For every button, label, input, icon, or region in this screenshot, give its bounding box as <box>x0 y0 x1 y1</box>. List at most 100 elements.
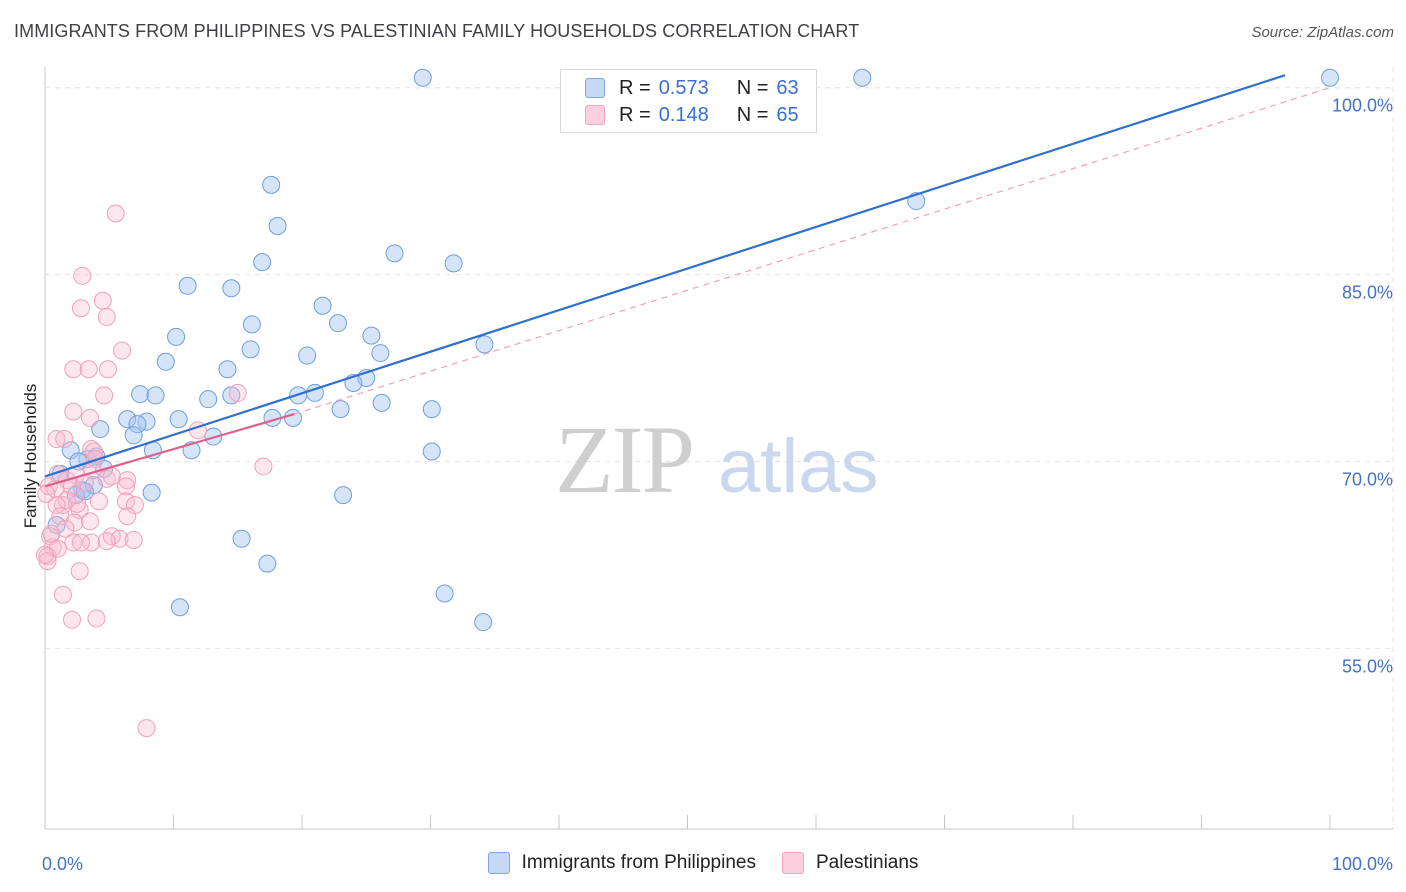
data-point-philippines <box>413 68 432 87</box>
data-point-philippines <box>170 598 189 617</box>
data-point-philippines <box>385 244 404 263</box>
data-point-philippines <box>167 327 186 346</box>
data-point-philippines <box>131 385 150 404</box>
data-point-palestinians <box>79 360 98 379</box>
data-point-palestinians <box>106 204 125 223</box>
legend-label: Immigrants from Philippines <box>521 852 756 873</box>
data-point-palestinians <box>254 457 273 476</box>
series-palestinians-points <box>36 204 273 738</box>
legend-row-palestinians: R = 0.148 N = 65 <box>585 103 799 127</box>
axes <box>44 67 1393 830</box>
data-point-philippines <box>422 442 441 461</box>
x-tick-label: 0.0% <box>42 854 83 874</box>
data-point-palestinians <box>118 507 137 526</box>
data-point-philippines <box>475 335 494 354</box>
data-point-palestinians <box>47 496 66 515</box>
data-point-palestinians <box>64 402 83 421</box>
data-point-philippines <box>328 314 347 333</box>
data-point-palestinians <box>97 307 116 326</box>
data-point-philippines <box>444 254 463 273</box>
data-point-philippines <box>362 326 381 345</box>
data-point-philippines <box>242 315 261 334</box>
data-point-philippines <box>284 408 303 427</box>
data-point-palestinians <box>68 494 87 513</box>
data-point-philippines <box>146 386 165 405</box>
data-point-philippines <box>218 360 237 379</box>
legend-r-label: R = <box>619 76 651 99</box>
data-point-philippines <box>258 554 277 573</box>
data-point-philippines <box>241 340 260 359</box>
data-point-philippines <box>91 420 110 439</box>
series-philippines-points <box>47 68 1339 632</box>
data-point-philippines <box>142 483 161 502</box>
legend-row-philippines: R = 0.573 N = 63 <box>585 76 799 100</box>
x-tick-labels: 0.0% 100.0% <box>42 854 1393 874</box>
data-point-palestinians <box>97 532 116 551</box>
data-point-palestinians <box>228 383 247 402</box>
legend-n-value: 63 <box>776 76 799 99</box>
data-point-palestinians <box>116 492 135 511</box>
data-point-philippines <box>47 516 66 534</box>
y-tick-label: 55.0% <box>1342 656 1393 676</box>
legend-swatch-blue <box>487 852 510 874</box>
legend-n-value: 65 <box>776 103 799 126</box>
watermark: ZIP atlas <box>555 406 879 513</box>
data-point-palestinians <box>47 430 66 449</box>
data-point-philippines <box>262 175 281 194</box>
trend-line-palestinians <box>44 413 295 488</box>
data-point-palestinians <box>73 266 92 285</box>
data-point-palestinians <box>53 585 72 604</box>
legend-n-label: N = <box>736 76 769 99</box>
data-point-philippines <box>222 279 241 298</box>
data-point-palestinians <box>42 524 61 543</box>
legend-swatch-pink <box>585 105 605 125</box>
data-point-palestinians <box>82 440 101 458</box>
x-tick-label: 100.0% <box>1332 854 1393 874</box>
legend-r-label: R = <box>619 103 651 126</box>
legend-n-label: N = <box>736 103 769 126</box>
data-point-palestinians <box>71 299 90 318</box>
data-point-palestinians <box>80 408 99 427</box>
y-tick-label: 70.0% <box>1342 469 1393 489</box>
data-point-palestinians <box>65 513 84 532</box>
data-point-palestinians <box>95 386 114 405</box>
y-tick-label: 100.0% <box>1332 96 1393 116</box>
legend-item-palestinians: Palestinians <box>781 852 918 874</box>
data-point-philippines <box>331 400 350 419</box>
data-point-palestinians <box>56 519 75 538</box>
data-point-philippines <box>422 400 441 419</box>
data-point-philippines <box>371 344 390 363</box>
data-point-palestinians <box>71 533 90 552</box>
data-point-philippines <box>372 393 391 412</box>
data-point-philippines <box>232 529 251 548</box>
data-point-palestinians <box>36 545 54 564</box>
data-point-philippines <box>268 216 287 235</box>
data-point-palestinians <box>64 360 83 379</box>
data-point-philippines <box>1321 68 1339 87</box>
data-point-philippines <box>853 68 872 87</box>
y-tick-labels: 55.0% 70.0% 85.0% 100.0% <box>1332 96 1393 677</box>
data-point-palestinians <box>87 609 106 628</box>
data-point-philippines <box>334 486 353 505</box>
data-point-philippines <box>199 390 218 409</box>
legend-r-value: 0.573 <box>658 76 709 99</box>
trend-line-palestinians-extended <box>294 87 1331 415</box>
data-point-palestinians <box>80 512 99 531</box>
data-point-palestinians <box>64 533 83 552</box>
legend-r-value: 0.148 <box>658 103 709 126</box>
series-legend: Immigrants from Philippines Palestinians <box>0 852 1406 874</box>
data-point-philippines <box>474 613 493 632</box>
data-point-palestinians <box>93 291 112 310</box>
y-axis-label: Family Households <box>21 384 40 529</box>
watermark-zip: ZIP <box>555 406 693 513</box>
data-point-palestinians <box>102 467 121 486</box>
grid-lines <box>45 67 1394 829</box>
data-point-palestinians <box>86 449 105 468</box>
legend-item-philippines: Immigrants from Philippines <box>487 852 756 874</box>
data-point-palestinians <box>62 610 81 629</box>
trend-line-philippines <box>44 74 1286 478</box>
data-point-palestinians <box>89 492 108 511</box>
trend-lines <box>44 74 1331 488</box>
data-point-palestinians <box>118 471 137 490</box>
data-point-palestinians <box>98 360 117 379</box>
